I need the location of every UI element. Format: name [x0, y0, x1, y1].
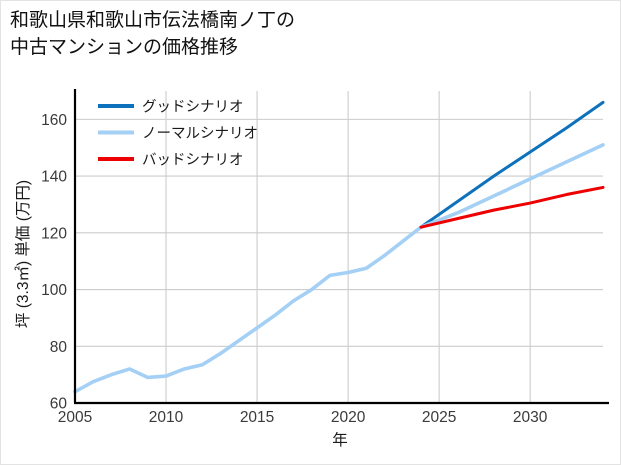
series-lines	[73, 100, 605, 394]
axis-lines	[73, 89, 609, 405]
chart-title: 和歌山県和歌山市伝法橋南ノ丁の 中古マンションの価格推移	[10, 10, 296, 58]
y-axis-title: 坪 (3.3㎡) 単価 (万円)	[14, 180, 32, 328]
y-tick-100: 100	[41, 282, 67, 299]
y-tick-160: 160	[41, 112, 67, 129]
x-tick-2025: 2025	[422, 409, 456, 426]
y-tick-80: 80	[50, 339, 68, 356]
x-tick-2015: 2015	[240, 409, 274, 426]
x-tick-2030: 2030	[513, 409, 548, 426]
y-tick-120: 120	[41, 225, 67, 242]
legend-label-2: バッドシナリオ	[142, 153, 244, 169]
legend-label-1: ノーマルシナリオ	[142, 126, 258, 142]
y-axis-tick-labels: 60 80 100 120 140 160	[41, 112, 67, 413]
x-tick-2020: 2020	[331, 409, 366, 426]
gridlines	[74, 91, 603, 403]
legend-label-0: グッドシナリオ	[142, 99, 244, 116]
x-axis-tick-labels: 2005 2010 2015 2020 2025 2030	[58, 409, 548, 426]
y-tick-60: 60	[50, 396, 68, 413]
y-tick-140: 140	[41, 169, 67, 186]
x-axis-title: 年	[332, 431, 348, 449]
x-tick-2005: 2005	[58, 409, 92, 426]
x-tick-2010: 2010	[149, 409, 184, 426]
